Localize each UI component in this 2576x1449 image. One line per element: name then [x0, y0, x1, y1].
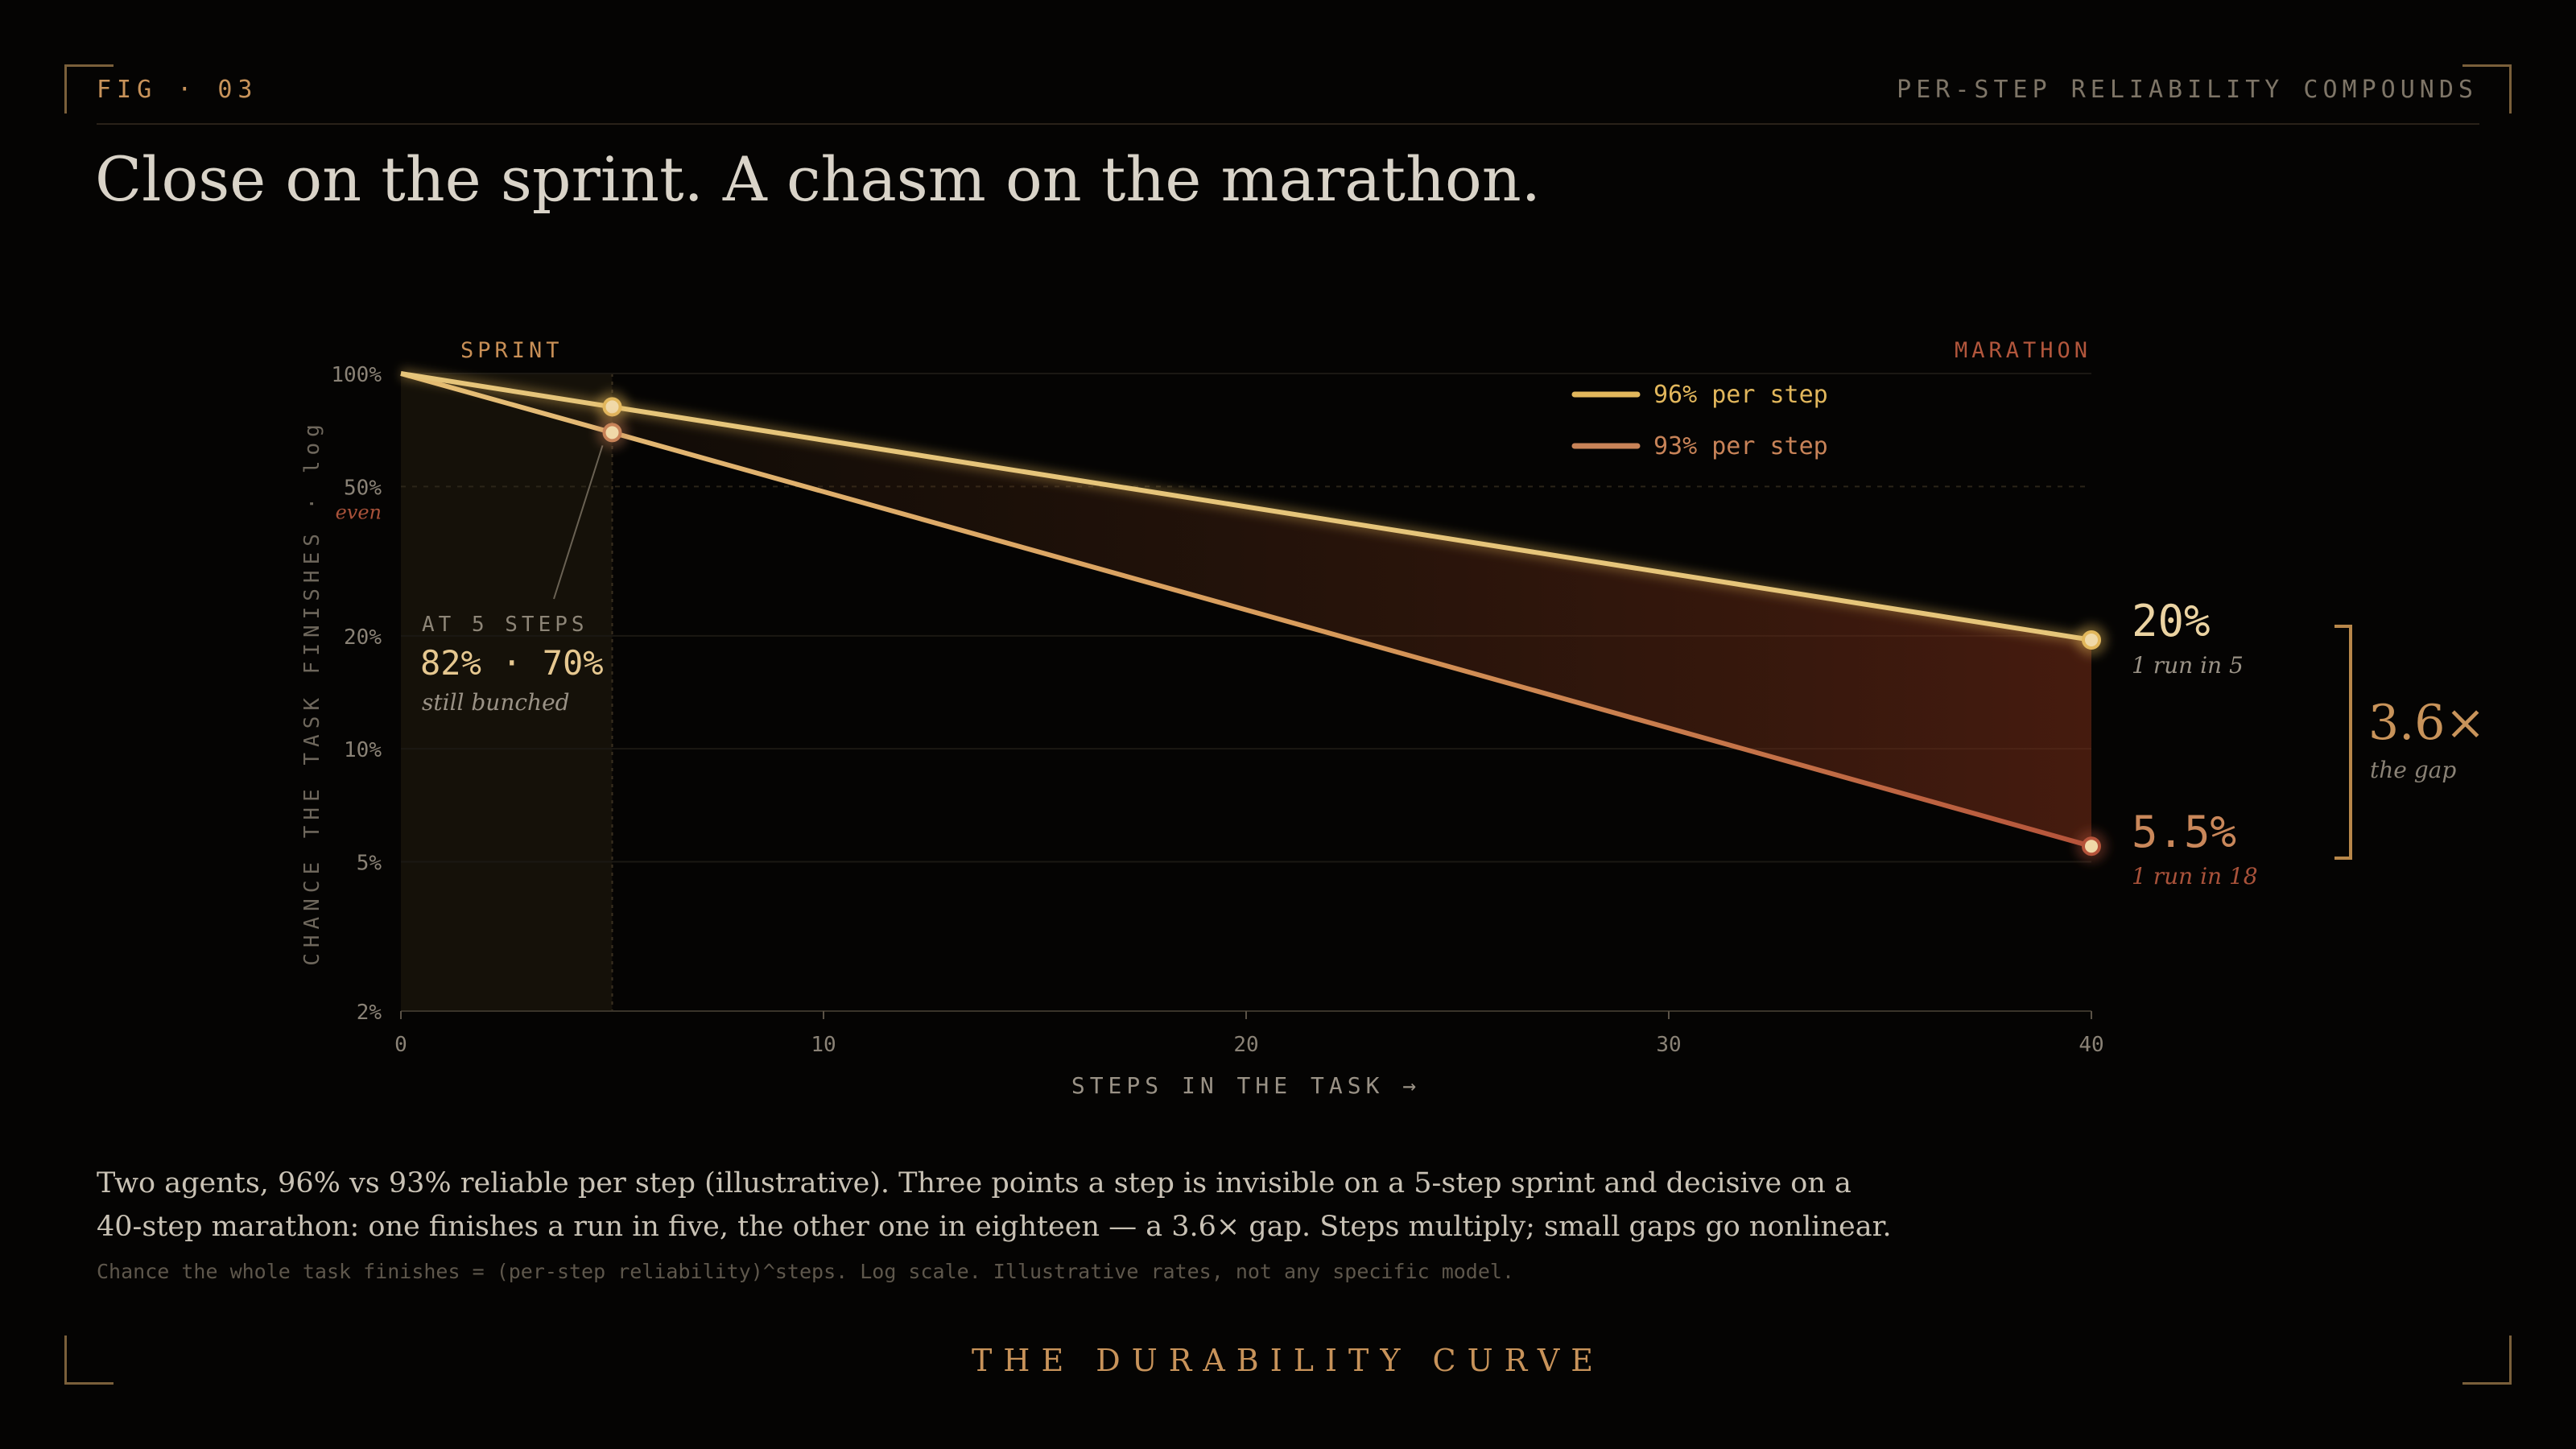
y-tick-label: 20%: [344, 625, 382, 650]
y-tick-label: 50%: [344, 476, 382, 500]
x-tick-label: 30: [1656, 1033, 1681, 1057]
corner-top-right: [2462, 64, 2512, 114]
caption-line-1: Two agents, 96% vs 93% reliable per step…: [97, 1167, 1852, 1199]
x-tick-label: 0: [394, 1033, 407, 1057]
legend-label-93: 93% per step: [1653, 432, 1828, 460]
region-label-marathon: MARATHON: [1955, 338, 2091, 363]
caption-line-2: 40-step marathon: one finishes a run in …: [97, 1211, 1892, 1243]
header-topic: PER-STEP RELIABILITY COMPOUNDS: [1897, 76, 2478, 104]
y-tick-note: even: [336, 501, 382, 523]
gap-area: [401, 374, 2091, 847]
y-tick-label: 2%: [357, 1001, 382, 1025]
annotation-leader: [553, 445, 604, 600]
y-tick-label: 100%: [331, 363, 382, 387]
durability-chart: 100% 50% 20% 10% 5% 2% even 0 10 20 30 40 STEPS IN T…: [300, 338, 2486, 1099]
end-label-93-value: 5.5%: [2132, 807, 2236, 857]
figure-label: FIG · 03: [97, 76, 258, 104]
y-tick-label: 10%: [344, 738, 382, 762]
gap-bracket: [2334, 625, 2352, 860]
end-label-96-note: 1 run in 5: [2132, 652, 2244, 679]
annotation-at5-note: still bunched: [422, 689, 570, 716]
corner-bottom-right: [2462, 1335, 2512, 1385]
end-label-93-note: 1 run in 18: [2132, 863, 2258, 890]
legend-label-96: 96% per step: [1653, 381, 1828, 409]
point-93-step40: [2082, 836, 2101, 857]
end-label-96-value: 20%: [2132, 596, 2211, 646]
annotation-at5-values: 82% · 70%: [420, 643, 604, 683]
sprint-region: [401, 374, 613, 1011]
gap-value: 3.6×: [2368, 695, 2486, 751]
x-tick-label: 10: [811, 1033, 836, 1057]
y-tick-label: 5%: [357, 851, 382, 875]
point-96-step5: [602, 397, 622, 417]
gap-note: the gap: [2370, 757, 2456, 783]
caption: Two agents, 96% vs 93% reliable per step…: [97, 1162, 1892, 1249]
region-label-sprint: SPRINT: [460, 338, 564, 363]
corner-bottom-left: [64, 1335, 114, 1385]
header-divider: [97, 123, 2479, 125]
footer-title: THE DURABILITY CURVE: [971, 1343, 1605, 1378]
point-96-step40: [2082, 630, 2101, 650]
footnote: Chance the whole task finishes = (per-st…: [97, 1260, 1514, 1283]
point-93-step5: [602, 423, 622, 443]
page-title: Close on the sprint. A chasm on the mara…: [95, 143, 1541, 215]
x-tick-label: 20: [1233, 1033, 1258, 1057]
annotation-at5-title: AT 5 STEPS: [422, 613, 588, 637]
corner-top-left: [64, 64, 114, 114]
x-tick-label: 40: [2079, 1033, 2103, 1057]
y-axis-label: CHANCE THE TASK FINISHES · log: [300, 419, 324, 966]
x-axis-label: STEPS IN THE TASK →: [1071, 1072, 1421, 1099]
